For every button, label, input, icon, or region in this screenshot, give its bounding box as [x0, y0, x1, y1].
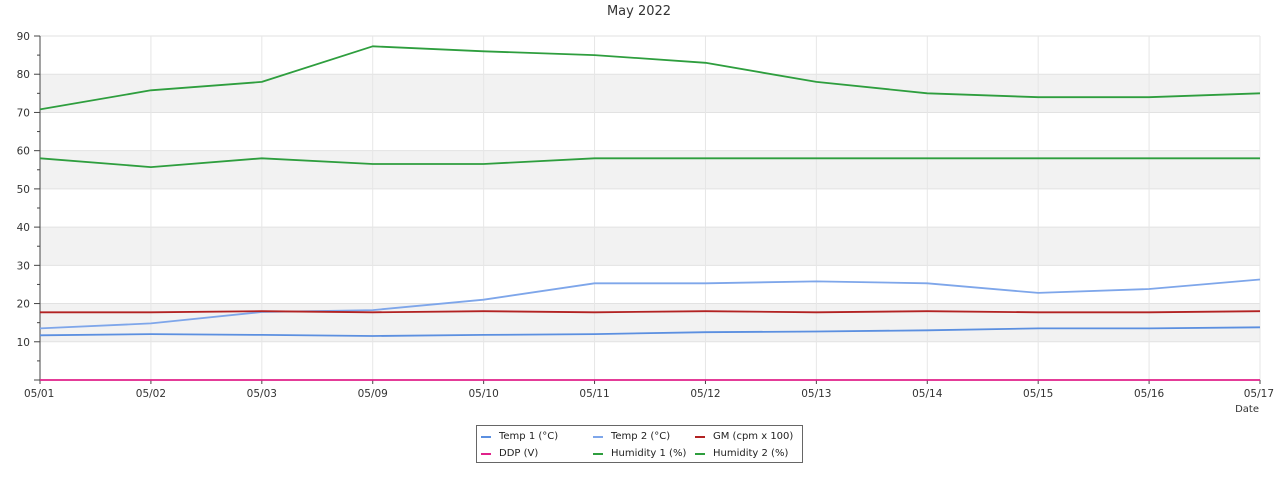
x-tick-label: 05/01: [24, 388, 54, 400]
x-tick-label: 05/02: [136, 388, 166, 400]
legend-label: GM (cpm x 100): [713, 431, 794, 442]
legend-swatch: [481, 435, 491, 438]
legend-swatch: [593, 452, 603, 455]
series-lines: [39, 45, 1261, 381]
legend-item[interactable]: Humidity 1 (%): [593, 448, 686, 459]
background-band: [40, 227, 1260, 266]
background-band: [40, 150, 1260, 189]
chart-title: May 2022: [607, 4, 671, 19]
legend-item[interactable]: Humidity 2 (%): [695, 448, 788, 459]
series-line: [39, 278, 1261, 330]
legend-label: Temp 2 (°C): [611, 431, 671, 442]
y-tick-label: 60: [17, 146, 30, 158]
y-tick-label: 70: [17, 107, 30, 119]
background-band: [40, 74, 1260, 113]
background-band: [40, 303, 1260, 342]
x-axis-label: Date: [1235, 404, 1259, 415]
x-tick-label: 05/15: [1023, 388, 1053, 400]
x-axis-ticks: 05/01 05/02 05/03 05/09 05/10 05/11 05/12 05/13…: [24, 380, 1274, 400]
legend-swatch: [593, 435, 603, 438]
legend-item[interactable]: DDP (V): [481, 448, 538, 459]
x-tick-label: 05/09: [358, 388, 388, 400]
legend-swatch: [695, 435, 705, 438]
x-tick-label: 05/10: [469, 388, 499, 400]
y-tick-label: 10: [17, 337, 30, 349]
series-line: [40, 310, 1261, 314]
y-tick-label: 20: [17, 299, 30, 311]
legend-label: Humidity 1 (%): [611, 448, 687, 459]
legend-label: Temp 1 (°C): [499, 431, 559, 442]
y-tick-label: 30: [17, 260, 30, 272]
x-tick-label: 05/14: [912, 388, 943, 400]
legend-item[interactable]: GM (cpm x 100): [695, 431, 793, 442]
x-tick-label: 05/17: [1244, 388, 1274, 400]
y-tick-label: 90: [17, 31, 30, 43]
legend-label: DDP (V): [499, 448, 539, 459]
legend-swatch: [695, 452, 705, 455]
y-axis-ticks: 10 20 30 40 50 60 70 80 90: [17, 31, 40, 381]
legend-label: Humidity 2 (%): [713, 448, 789, 459]
background-bands: [40, 74, 1260, 342]
legend-swatch: [481, 452, 491, 455]
y-tick-label: 80: [17, 69, 30, 81]
legend: Temp 1 (°C) Temp 2 (°C) GM (cpm x 100) DDP …: [476, 425, 803, 463]
legend-item[interactable]: Temp 2 (°C): [593, 431, 670, 442]
legend-item[interactable]: Temp 1 (°C): [481, 431, 558, 442]
x-tick-label: 05/03: [247, 388, 277, 400]
x-tick-label: 05/16: [1134, 388, 1165, 400]
y-tick-label: 40: [17, 222, 30, 234]
series-line: [39, 326, 1261, 337]
series-line: [39, 45, 1261, 111]
x-tick-label: 05/12: [690, 388, 720, 400]
x-tick-label: 05/11: [579, 388, 609, 400]
y-tick-label: 50: [17, 184, 30, 196]
x-tick-label: 05/13: [801, 388, 831, 400]
series-line: [39, 157, 1260, 169]
